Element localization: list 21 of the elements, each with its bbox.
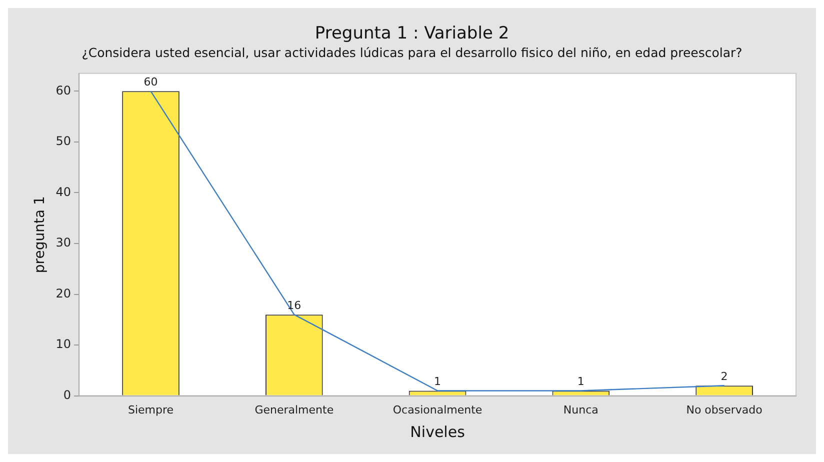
y-tick-label: 40 (56, 184, 72, 199)
y-tick-label: 60 (56, 83, 72, 98)
x-tick-label: Siempre (128, 403, 174, 416)
y-tick-label: 50 (56, 134, 72, 148)
y-tick-label: 20 (56, 286, 72, 300)
x-tick-label: No observado (686, 403, 763, 416)
x-tick-label: Generalmente (254, 403, 334, 416)
y-tick-label: 10 (56, 337, 72, 352)
y-tick-label: 30 (56, 236, 72, 250)
x-axis-title: Niveles (410, 422, 466, 441)
y-axis-title: pregunta 1 (32, 196, 48, 274)
x-tick-label: Ocasionalmente (392, 403, 482, 416)
data-label: 16 (287, 298, 302, 312)
chart-title: Pregunta 1 : Variable 2 (314, 24, 510, 44)
data-label: 60 (144, 76, 158, 89)
x-tick-label: Nunca (563, 403, 598, 416)
data-label: 1 (434, 375, 442, 388)
data-label: 2 (720, 370, 728, 384)
data-label: 1 (577, 375, 584, 388)
chart-subtitle: ¿Considera usted esencial, usar actividades lúdicas para el desarrollo fisico del niño, en edad preescolar? (82, 45, 742, 60)
y-tick-label: 0 (63, 388, 72, 402)
